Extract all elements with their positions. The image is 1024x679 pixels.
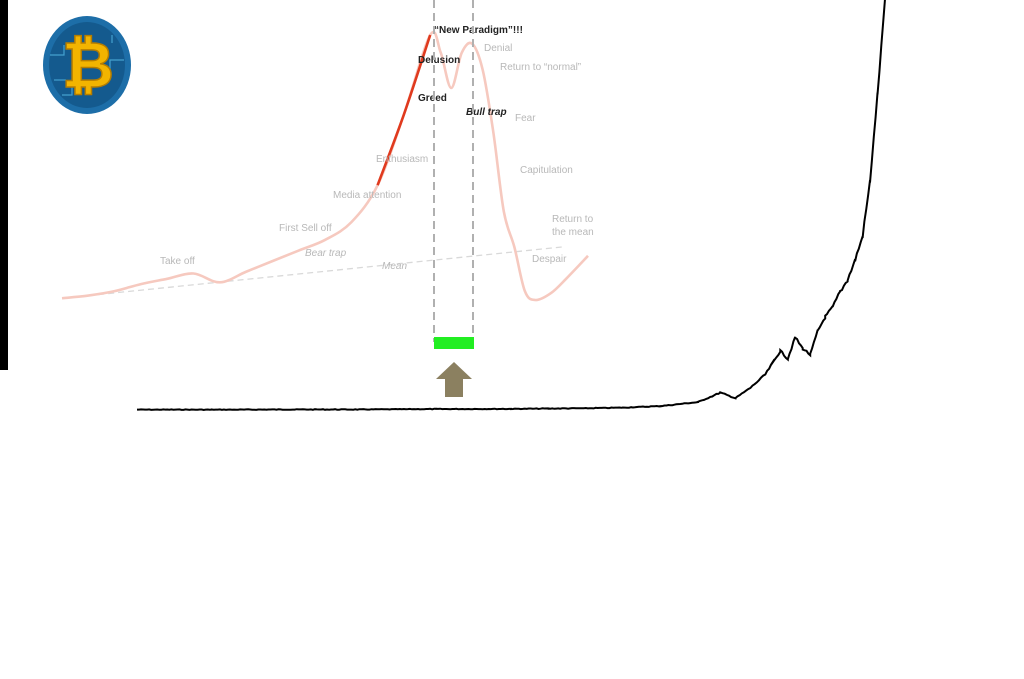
stage-label: Greed [418, 93, 447, 104]
market-cycle-chart: Take off First Sell off Bear trap Mean Media… [61, 25, 594, 302]
stage-label: Bear trap [305, 248, 347, 259]
highlight-bar [434, 337, 474, 349]
stage-label: Denial [484, 43, 512, 54]
stage-label: Return to “normal” [500, 62, 581, 73]
cycle-curve-highlight [376, 34, 432, 186]
stage-label: Return to the mean [552, 214, 594, 238]
stage-label: Delusion [418, 55, 460, 66]
stage-label: “New Paradigm”!!! [434, 25, 523, 36]
bitcoin-glyph: ₿ [62, 29, 114, 103]
bitcoin-logo-icon: ₿ [43, 16, 131, 114]
stage-label: Capitulation [520, 165, 573, 176]
stage-label: First Sell off [279, 223, 332, 234]
stage-label: Fear [515, 113, 536, 124]
stage-label: Bull trap [466, 107, 507, 118]
stage-label: Mean [382, 261, 407, 272]
stage-label: Enthusiasm [376, 154, 428, 165]
left-edge-bar [0, 0, 8, 370]
up-arrow-icon [436, 362, 472, 397]
price-history-chart [137, 0, 886, 412]
price-line [137, 0, 886, 412]
highlight-guides [433, 0, 474, 397]
stage-label: Media attention [333, 190, 401, 201]
stage-label: Despair [532, 254, 567, 265]
stage-label: Take off [160, 256, 195, 267]
